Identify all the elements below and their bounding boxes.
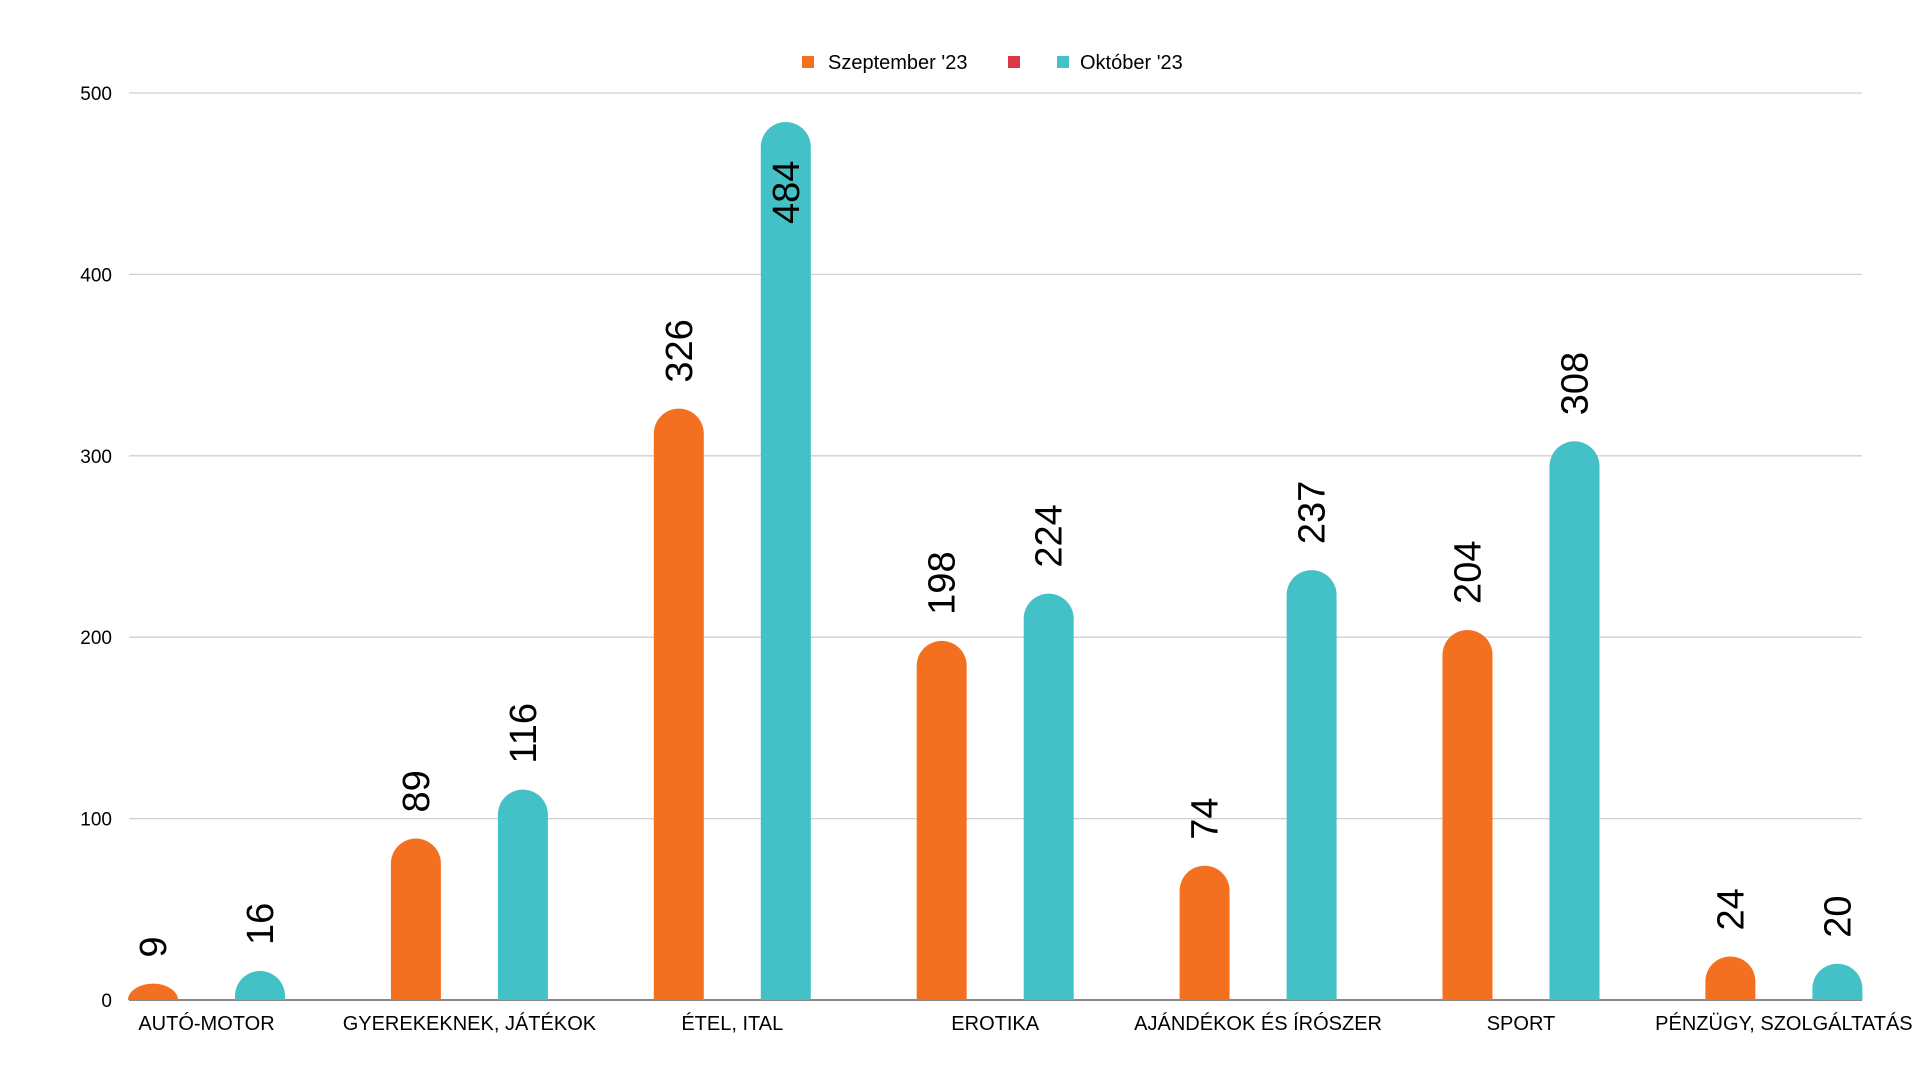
legend-swatch: [1057, 56, 1069, 68]
legend-label: Szeptember '23: [828, 52, 967, 74]
y-tick-label: 300: [80, 447, 112, 468]
bar-oktober: [235, 970, 285, 1000]
data-label: 74: [1185, 797, 1227, 839]
bar-oktober: [497, 789, 548, 1000]
y-tick-label: 100: [80, 810, 112, 831]
data-label: 20: [1817, 895, 1859, 937]
bar-oktober: [1812, 963, 1863, 1000]
category-label: EROTIKA: [951, 1013, 1039, 1035]
y-tick-label: 0: [101, 991, 112, 1012]
data-label: 224: [1029, 504, 1071, 567]
data-label: 116: [503, 703, 545, 764]
bar-szeptember: [653, 408, 704, 1000]
y-tick-label: 400: [80, 265, 112, 286]
bar-szeptember: [128, 983, 178, 1000]
category-label: AJÁNDÉKOK ÉS ÍRÓSZER: [1134, 1012, 1382, 1035]
data-label: 89: [396, 770, 438, 812]
bar-szeptember: [390, 838, 441, 1000]
bar-szeptember: [1179, 865, 1230, 1000]
y-tick-label: 200: [80, 628, 112, 649]
category-label: PÉNZÜGY, SZOLGÁLTATÁS: [1655, 1012, 1912, 1035]
y-tick-label: 500: [80, 84, 112, 105]
category-label: SPORT: [1487, 1013, 1556, 1035]
category-label: ÉTEL, ITAL: [681, 1012, 783, 1035]
bar-oktober: [1023, 593, 1074, 1000]
category-label: AUTÓ-MOTOR: [138, 1012, 274, 1035]
category-label: GYEREKEKNEK, JÁTÉKOK: [343, 1012, 597, 1035]
data-label: 198: [922, 551, 964, 614]
data-label: 237: [1292, 481, 1334, 544]
legend-swatch: [802, 56, 814, 68]
data-label: 308: [1555, 352, 1597, 415]
bar-oktober: [760, 122, 811, 1001]
data-label: 9: [133, 937, 175, 958]
bar-szeptember: [916, 640, 967, 1000]
bar-oktober: [1286, 570, 1337, 1000]
data-label: 204: [1448, 541, 1490, 604]
data-label: 24: [1710, 888, 1752, 930]
data-label: 326: [659, 319, 701, 382]
bar-oktober: [1549, 441, 1600, 1001]
legend-swatch: [1008, 56, 1020, 68]
data-label: 484: [766, 161, 808, 224]
data-label: 16: [240, 903, 282, 945]
bar-szeptember: [1705, 956, 1756, 1000]
bar-szeptember: [1442, 629, 1493, 1000]
legend-label: Október '23: [1080, 52, 1183, 74]
